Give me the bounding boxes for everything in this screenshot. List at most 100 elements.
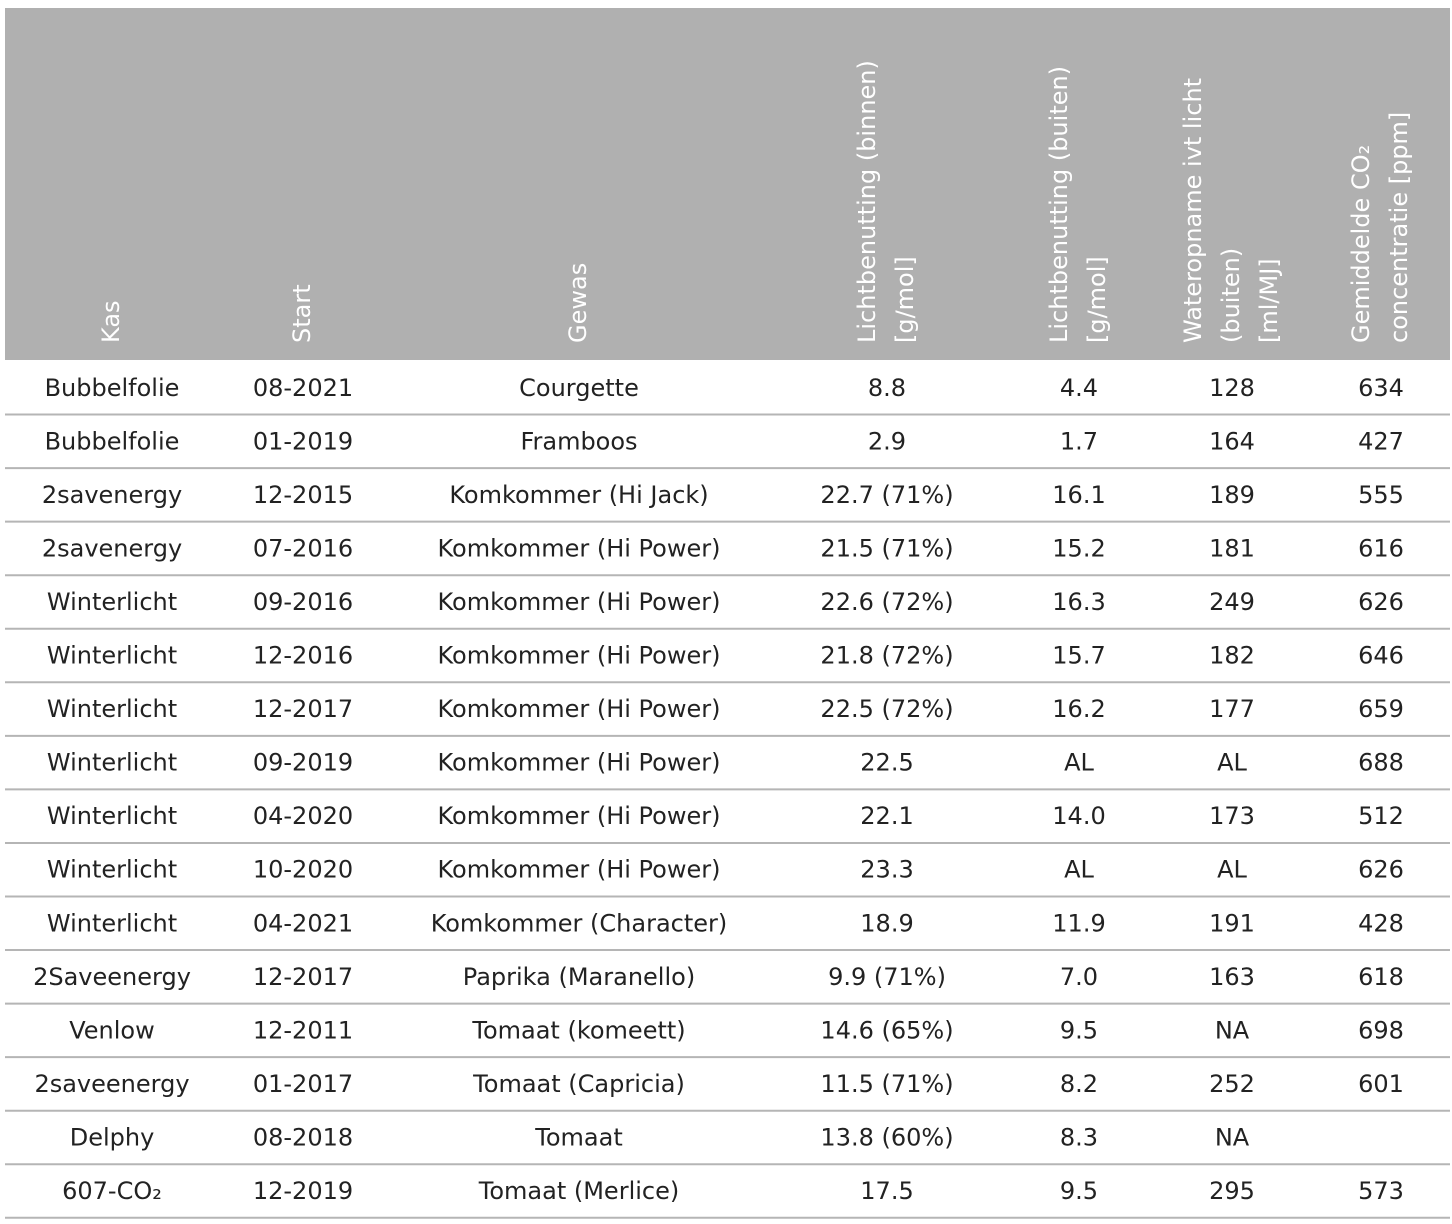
cell: 10-2020 [253, 856, 353, 884]
cell: 2saveenergy [34, 1070, 189, 1098]
cell: Winterlicht [47, 749, 177, 777]
cell: 8.3 [1060, 1123, 1098, 1151]
cell: 252 [1209, 1070, 1255, 1098]
cell: 12-2015 [253, 481, 353, 509]
cell: 182 [1209, 642, 1255, 670]
cell: 04-2021 [253, 909, 353, 937]
cell: 4.4 [1060, 374, 1098, 402]
cell: Courgette [519, 374, 639, 402]
cell: Komkommer (Hi Jack) [449, 481, 708, 509]
cell: Komkommer (Hi Power) [438, 588, 721, 616]
cell: 21.8 (72%) [820, 642, 953, 670]
cell: 11.5 (71%) [820, 1070, 953, 1098]
cell: 191 [1209, 909, 1255, 937]
cell: 15.2 [1052, 534, 1105, 562]
cell: 13.8 (60%) [820, 1123, 953, 1151]
cell: NA [1215, 1016, 1250, 1044]
cell: 698 [1358, 1016, 1404, 1044]
column-header: Wateropname ivt licht [1179, 78, 1207, 343]
cell: Komkommer (Hi Power) [438, 642, 721, 670]
cell: Delphy [70, 1123, 155, 1151]
cell: 14.6 (65%) [820, 1016, 953, 1044]
cell: 164 [1209, 427, 1255, 455]
cell: 16.2 [1052, 695, 1105, 723]
cell: 12-2017 [253, 695, 353, 723]
cell: AL [1217, 749, 1247, 777]
cell: 22.1 [860, 802, 913, 830]
cell: Tomaat (komeett) [471, 1016, 685, 1044]
cell: Komkommer (Hi Power) [438, 534, 721, 562]
cell: 9.5 [1060, 1177, 1098, 1205]
cell: 428 [1358, 909, 1404, 937]
cell: Bubbelfolie [45, 427, 180, 455]
column-header: (buiten) [1217, 248, 1245, 343]
header-background [5, 8, 1450, 360]
cell: 22.5 (72%) [820, 695, 953, 723]
cell: 08-2018 [253, 1123, 353, 1151]
cell: 163 [1209, 963, 1255, 991]
cell: 634 [1358, 374, 1404, 402]
cell: 2.9 [868, 427, 906, 455]
cell: 427 [1358, 427, 1404, 455]
cell: 181 [1209, 534, 1255, 562]
column-header: Gewas [564, 263, 592, 343]
cell: AL [1217, 856, 1247, 884]
cell: 9.9 (71%) [828, 963, 946, 991]
cell: 626 [1358, 856, 1404, 884]
cell: 626 [1358, 588, 1404, 616]
cell: Paprika (Maranello) [463, 963, 695, 991]
cell: 8.8 [868, 374, 906, 402]
cell: 21.5 (71%) [820, 534, 953, 562]
cell: Framboos [520, 427, 637, 455]
cell: 573 [1358, 1177, 1404, 1205]
cell: 16.1 [1052, 481, 1105, 509]
cell: 01-2017 [253, 1070, 353, 1098]
cell: 04-2020 [253, 802, 353, 830]
cell: AL [1064, 856, 1094, 884]
cell: Komkommer (Character) [431, 909, 728, 937]
cell: 295 [1209, 1177, 1255, 1205]
cell: 2savenergy [42, 481, 182, 509]
cell: 12-2016 [253, 642, 353, 670]
cell: 7.0 [1060, 963, 1098, 991]
cell: 23.3 [860, 856, 913, 884]
cell: Komkommer (Hi Power) [438, 856, 721, 884]
cell: Winterlicht [47, 695, 177, 723]
cell: 9.5 [1060, 1016, 1098, 1044]
column-header: Kas [97, 300, 125, 343]
column-header: Lichtbenutting (buiten) [1045, 66, 1073, 343]
cell: 659 [1358, 695, 1404, 723]
cell: Komkommer (Hi Power) [438, 695, 721, 723]
cell: 646 [1358, 642, 1404, 670]
cell: Komkommer (Hi Power) [438, 749, 721, 777]
cell: 8.2 [1060, 1070, 1098, 1098]
cell: 12-2011 [253, 1016, 353, 1044]
cell: 01-2019 [253, 427, 353, 455]
column-header: Gemiddelde CO₂ [1347, 145, 1375, 343]
cell: 12-2017 [253, 963, 353, 991]
cell: Tomaat (Capricia) [472, 1070, 685, 1098]
cell: 22.6 (72%) [820, 588, 953, 616]
cell: 688 [1358, 749, 1404, 777]
cell: 607-CO₂ [62, 1177, 162, 1205]
cell: Komkommer (Hi Power) [438, 802, 721, 830]
cell: 618 [1358, 963, 1404, 991]
cell: 249 [1209, 588, 1255, 616]
cell: Winterlicht [47, 856, 177, 884]
column-header: Start [288, 284, 316, 343]
cell: 616 [1358, 534, 1404, 562]
cell: 1.7 [1060, 427, 1098, 455]
cell: Tomaat (Merlice) [478, 1177, 679, 1205]
cell: 14.0 [1052, 802, 1105, 830]
cell: 555 [1358, 481, 1404, 509]
cell: 2Saveenergy [33, 963, 191, 991]
column-header: [ml/MJ] [1255, 258, 1283, 343]
cell: Bubbelfolie [45, 374, 180, 402]
cell: 15.7 [1052, 642, 1105, 670]
column-header: Lichtbenutting (binnen) [853, 60, 881, 343]
cell: 16.3 [1052, 588, 1105, 616]
cell: 08-2021 [253, 374, 353, 402]
column-header: [g/mol] [1083, 256, 1111, 343]
cell: 2savenergy [42, 534, 182, 562]
